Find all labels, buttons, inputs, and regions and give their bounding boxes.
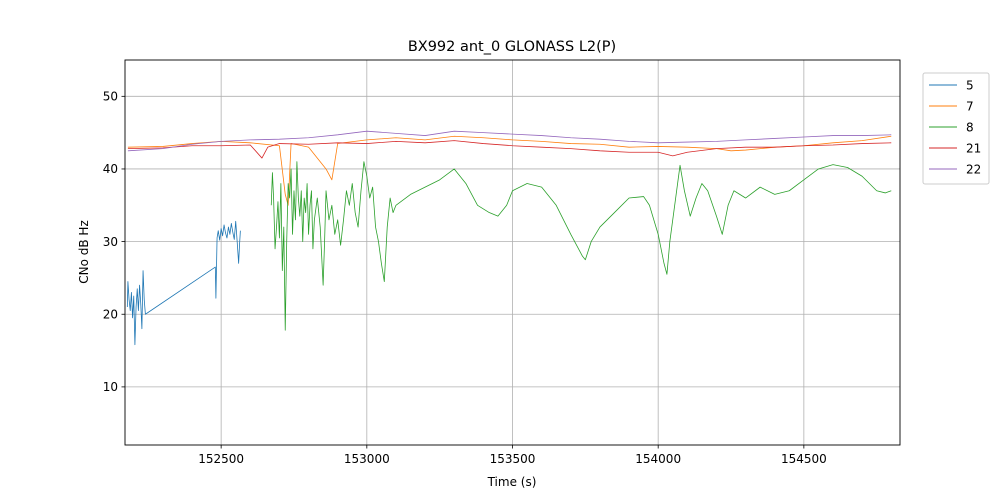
series-line-5 — [126, 220, 241, 346]
chart-title: BX992 ant_0 GLONASS L2(P) — [408, 39, 616, 55]
y-tick-label: 20 — [103, 307, 118, 321]
x-tick-label: 154000 — [635, 452, 681, 466]
y-tick-label: 50 — [103, 90, 118, 104]
x-tick-label: 153500 — [490, 452, 536, 466]
y-tick-label: 30 — [103, 235, 118, 249]
y-tick-label: 40 — [103, 162, 118, 176]
series-line-21 — [127, 140, 892, 159]
y-axis-ticks: 10 20 30 40 50 — [103, 90, 125, 394]
grid-lines — [125, 60, 900, 445]
legend: 5 7 8 21 22 — [922, 72, 990, 185]
series-layer — [126, 130, 892, 346]
legend-label-5: 5 — [966, 78, 974, 92]
series-line-22 — [127, 130, 892, 152]
legend-label-22: 22 — [966, 162, 981, 176]
x-axis-ticks: 152500 153000 153500 154000 154500 — [198, 445, 827, 466]
x-tick-label: 152500 — [198, 452, 244, 466]
legend-label-21: 21 — [966, 141, 981, 155]
legend-label-7: 7 — [966, 99, 974, 113]
legend-label-8: 8 — [966, 120, 974, 134]
legend-frame — [922, 72, 990, 185]
series-line-7 — [127, 135, 892, 206]
x-tick-label: 153000 — [344, 452, 390, 466]
y-axis-title: CNo dB Hz — [77, 220, 91, 284]
series-line-8 — [270, 161, 892, 331]
x-tick-label: 154500 — [781, 452, 827, 466]
x-axis-title: Time (s) — [487, 475, 537, 489]
y-tick-label: 10 — [103, 380, 118, 394]
